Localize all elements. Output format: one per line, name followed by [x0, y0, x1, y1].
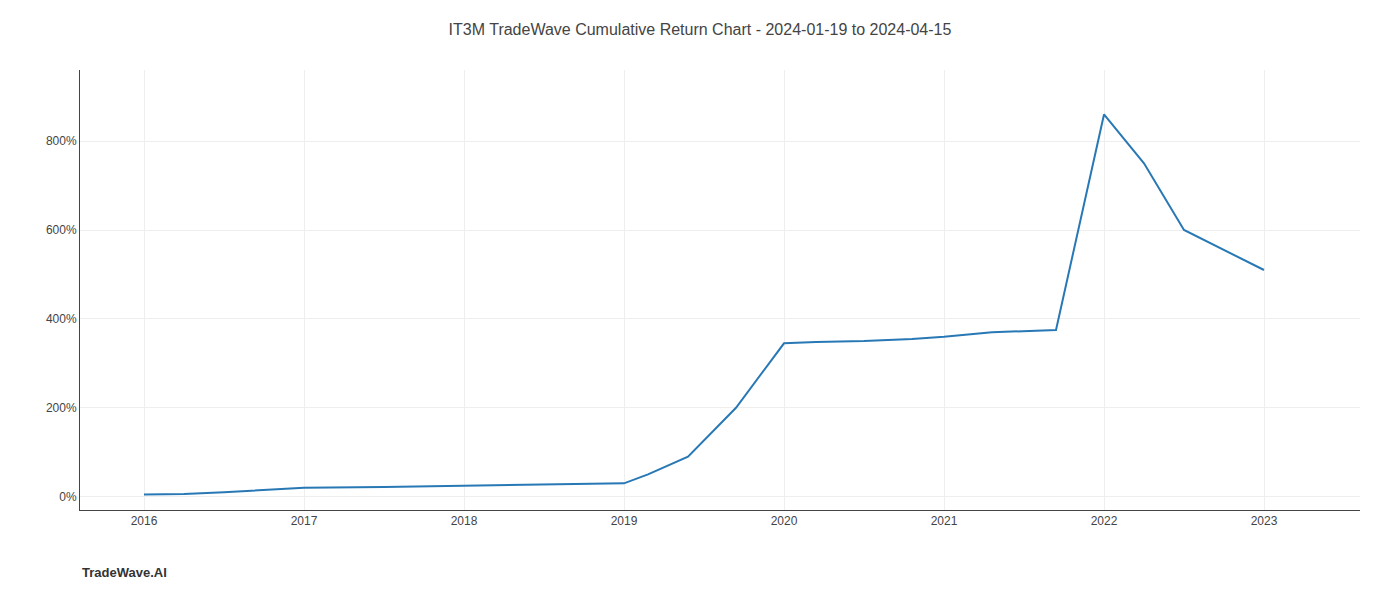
svg-text:2023: 2023 [1251, 514, 1278, 528]
svg-text:0%: 0% [59, 490, 77, 504]
svg-text:600%: 600% [46, 223, 77, 237]
svg-text:800%: 800% [46, 134, 77, 148]
svg-text:2016: 2016 [131, 514, 158, 528]
svg-text:2022: 2022 [1091, 514, 1118, 528]
svg-text:200%: 200% [46, 401, 77, 415]
svg-text:2018: 2018 [451, 514, 478, 528]
svg-text:2020: 2020 [771, 514, 798, 528]
svg-text:2019: 2019 [611, 514, 638, 528]
svg-text:400%: 400% [46, 312, 77, 326]
svg-text:TradeWave.AI: TradeWave.AI [82, 565, 167, 580]
svg-text:2017: 2017 [291, 514, 318, 528]
svg-text:2021: 2021 [931, 514, 958, 528]
svg-text:IT3M TradeWave Cumulative Retu: IT3M TradeWave Cumulative Return Chart -… [449, 21, 952, 38]
